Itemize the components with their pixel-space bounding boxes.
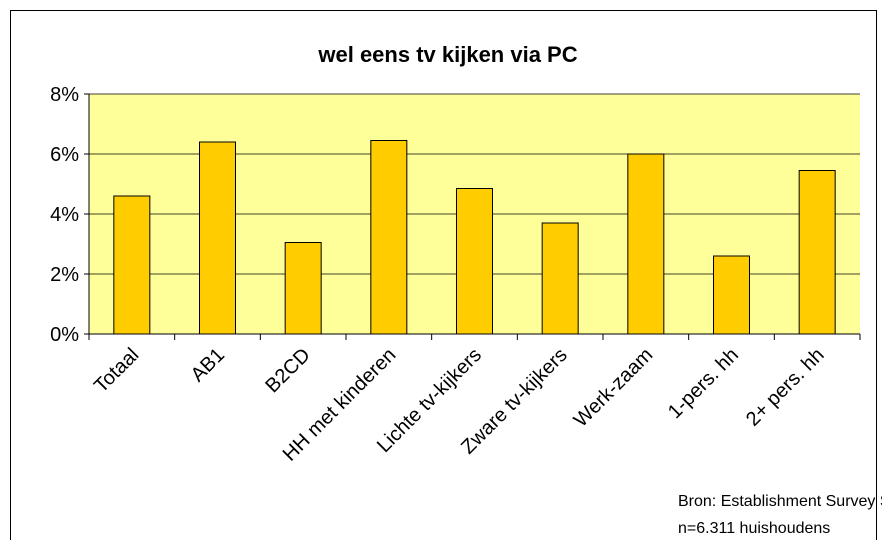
bar bbox=[456, 188, 493, 335]
y-tick-label: 8% bbox=[50, 84, 79, 106]
bar bbox=[713, 255, 750, 335]
bar bbox=[284, 242, 322, 335]
chart-title: wel eens tv kijken via PC bbox=[317, 42, 577, 67]
annotation: n=6.311 huishoudens bbox=[678, 520, 830, 537]
bar bbox=[199, 141, 236, 335]
y-tick-label: 2% bbox=[50, 264, 79, 286]
bar bbox=[627, 153, 665, 335]
y-tick-label: 0% bbox=[50, 324, 79, 346]
annotation: Bron: Establishment Survey SKO 2003 bbox=[678, 493, 882, 510]
y-tick-label: 6% bbox=[50, 144, 79, 166]
bar bbox=[541, 222, 579, 335]
y-tick-label: 4% bbox=[50, 204, 79, 226]
bar bbox=[370, 140, 408, 335]
bar bbox=[113, 195, 151, 335]
bar bbox=[798, 170, 836, 335]
